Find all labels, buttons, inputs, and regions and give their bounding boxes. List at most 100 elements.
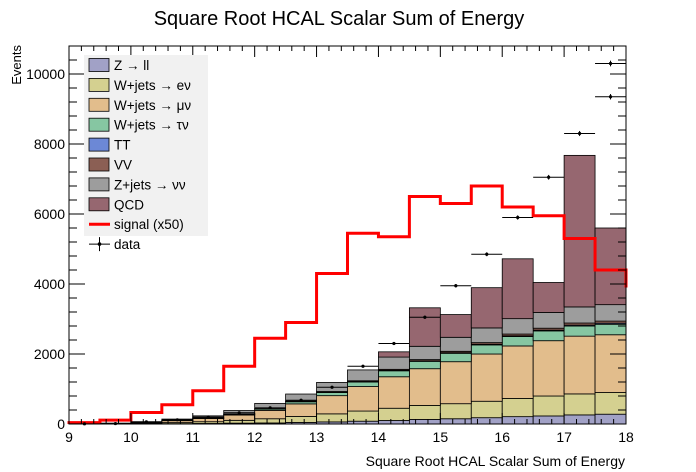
y-tick-label: 2000 xyxy=(34,346,65,362)
chart-title: Square Root HCAL Scalar Sum of Energy xyxy=(154,8,525,30)
signal-step-line xyxy=(67,184,628,425)
data-point xyxy=(595,60,626,67)
bar-W+jets → eν xyxy=(285,416,317,423)
bar-W+jets → μν xyxy=(223,414,256,421)
bar-Z → ll xyxy=(532,415,565,425)
legend-swatch xyxy=(88,117,110,132)
bar-QCD xyxy=(470,287,503,329)
bar-QCD xyxy=(563,154,596,308)
data-points xyxy=(69,60,626,426)
bar-Z → ll xyxy=(594,413,627,425)
bar-QCD xyxy=(501,258,534,320)
data-point xyxy=(440,283,472,288)
bar-W+jets → eν xyxy=(408,405,441,420)
bar-W+jets → τν xyxy=(532,330,565,342)
legend-swatch xyxy=(88,137,110,152)
legend-marker xyxy=(97,242,102,246)
bar-W+jets → μν xyxy=(192,418,225,423)
legend-label: Z+jets → νν xyxy=(114,177,186,192)
bar-Z+jets → νν xyxy=(563,306,596,324)
data-point xyxy=(502,215,534,220)
bar-W+jets → eν xyxy=(501,398,534,418)
legend-label: VV xyxy=(114,158,132,173)
data-point-marker xyxy=(454,284,458,288)
stacked-histograms xyxy=(68,154,627,425)
legend-label: Z → ll xyxy=(114,58,149,73)
legend-label: data xyxy=(114,237,141,252)
bar-Z → ll xyxy=(408,419,441,425)
data-point-marker xyxy=(608,61,613,66)
bar-QCD xyxy=(439,314,472,338)
data-point-marker xyxy=(175,418,179,422)
bar-W+jets → μν xyxy=(378,376,410,409)
bar-Z → ll xyxy=(563,414,596,425)
bar-W+jets → eν xyxy=(563,393,596,416)
legend-swatch xyxy=(88,78,110,92)
bar-W+jets → μν xyxy=(347,386,379,412)
bar-W+jets → τν xyxy=(563,325,596,337)
x-tick-label: 16 xyxy=(494,429,510,445)
bar-W+jets → μν xyxy=(501,345,534,399)
data-point-marker xyxy=(547,175,551,179)
bar-W+jets → τν xyxy=(316,392,348,397)
x-tick-label: 11 xyxy=(186,429,201,445)
bar-Z+jets → νν xyxy=(470,327,503,344)
data-point xyxy=(130,420,162,424)
legend-label: W+jets → μν xyxy=(114,98,191,113)
bar-Z+jets → νν xyxy=(408,345,441,360)
data-point-marker xyxy=(206,415,210,419)
bar-W+jets → eν xyxy=(470,400,503,419)
y-tick-label: 4000 xyxy=(34,276,65,292)
bar-Z+jets → νν xyxy=(439,336,472,352)
bar-W+jets → τν xyxy=(347,381,379,387)
bar-W+jets → eν xyxy=(316,413,348,423)
data-point-marker xyxy=(237,411,241,415)
bar-W+jets → τν xyxy=(439,352,472,363)
signal-line xyxy=(67,184,628,425)
data-point xyxy=(161,418,193,422)
data-point-marker xyxy=(299,398,303,402)
data-point xyxy=(533,174,565,180)
data-point xyxy=(192,415,224,419)
bar-W+jets → τν xyxy=(501,336,534,347)
x-tick-label: 13 xyxy=(309,429,325,445)
data-point xyxy=(223,411,255,415)
bar-QCD xyxy=(408,307,441,347)
bar-Z → ll xyxy=(501,416,534,425)
legend-label: TT xyxy=(114,138,131,153)
bar-W+jets → μν xyxy=(594,334,627,393)
data-point xyxy=(595,94,626,100)
bar-W+jets → μν xyxy=(254,409,287,420)
bar-Z → ll xyxy=(439,418,472,425)
bar-W+jets → μν xyxy=(316,395,348,415)
legend-swatch xyxy=(88,97,110,112)
bar-W+jets → τν xyxy=(378,370,410,378)
y-tick-label: 6000 xyxy=(34,206,65,222)
data-point-marker xyxy=(268,406,272,410)
legend-swatch xyxy=(88,58,110,72)
legend-swatch xyxy=(88,157,110,172)
x-axis-label: Square Root HCAL Scalar Sum of Energy xyxy=(366,453,625,469)
bar-QCD xyxy=(532,282,565,313)
data-point-marker xyxy=(330,385,334,389)
bar-W+jets → μν xyxy=(470,353,503,402)
axes: 9 10 11 12 13 14 15 16 17 18 0 2000 4000 6000 8000 1000… xyxy=(26,46,634,445)
data-point xyxy=(564,130,596,137)
bar-QCD xyxy=(378,351,410,358)
legend-swatch xyxy=(88,197,110,212)
data-point-marker xyxy=(423,315,427,319)
x-tick-label: 18 xyxy=(618,429,634,445)
x-tick-label: 14 xyxy=(371,429,387,445)
bar-Z → ll xyxy=(470,417,503,425)
x-tick-label: 17 xyxy=(556,429,572,445)
data-point-marker xyxy=(144,420,148,424)
bar-W+jets → μν xyxy=(563,335,596,395)
x-tick-label: 12 xyxy=(247,429,263,445)
data-point-marker xyxy=(392,341,396,346)
legend-label: signal (x50) xyxy=(114,217,184,232)
x-tick-label: 15 xyxy=(433,429,449,445)
bar-Z+jets → νν xyxy=(347,369,379,382)
bar-Z+jets → νν xyxy=(501,318,534,335)
bar-Z+jets → νν xyxy=(378,356,410,370)
